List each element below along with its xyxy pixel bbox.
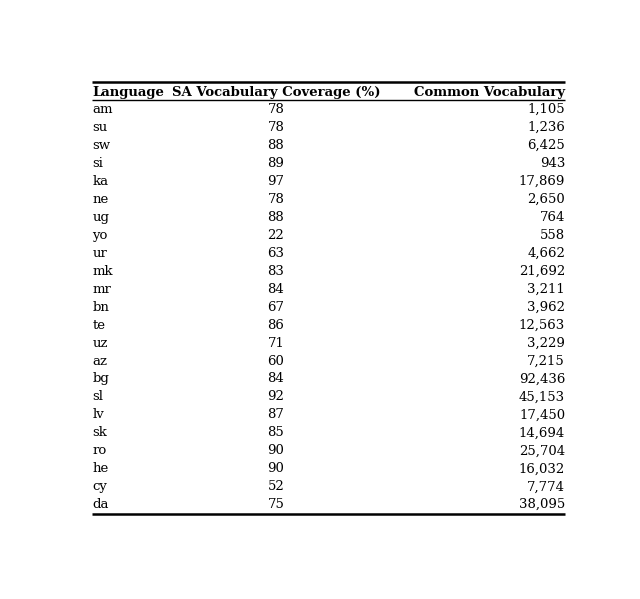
Text: sk: sk — [92, 426, 108, 440]
Text: 3,962: 3,962 — [527, 301, 565, 314]
Text: 78: 78 — [268, 121, 284, 134]
Text: 52: 52 — [268, 480, 284, 494]
Text: az: az — [92, 355, 108, 368]
Text: 1,105: 1,105 — [527, 103, 565, 116]
Text: 943: 943 — [540, 157, 565, 170]
Text: 85: 85 — [268, 426, 284, 440]
Text: 22: 22 — [268, 229, 284, 242]
Text: sw: sw — [92, 139, 111, 152]
Text: 7,774: 7,774 — [527, 480, 565, 494]
Text: 86: 86 — [268, 319, 284, 332]
Text: 17,450: 17,450 — [519, 409, 565, 422]
Text: 12,563: 12,563 — [519, 319, 565, 332]
Text: 78: 78 — [268, 103, 284, 116]
Text: 84: 84 — [268, 283, 284, 296]
Text: 84: 84 — [268, 373, 284, 386]
Text: bn: bn — [92, 301, 109, 314]
Text: 92,436: 92,436 — [518, 373, 565, 386]
Text: ne: ne — [92, 193, 109, 206]
Text: 21,692: 21,692 — [519, 265, 565, 278]
Text: da: da — [92, 498, 109, 512]
Text: 87: 87 — [268, 409, 284, 422]
Text: 3,211: 3,211 — [527, 283, 565, 296]
Text: 67: 67 — [268, 301, 284, 314]
Text: 14,694: 14,694 — [519, 426, 565, 440]
Text: 71: 71 — [268, 337, 284, 350]
Text: ur: ur — [92, 247, 108, 260]
Text: 558: 558 — [540, 229, 565, 242]
Text: yo: yo — [92, 229, 108, 242]
Text: te: te — [92, 319, 106, 332]
Text: 6,425: 6,425 — [527, 139, 565, 152]
Text: 78: 78 — [268, 193, 284, 206]
Text: SA Vocabulary Coverage (%): SA Vocabulary Coverage (%) — [172, 86, 380, 99]
Text: 1,236: 1,236 — [527, 121, 565, 134]
Text: 17,869: 17,869 — [518, 175, 565, 188]
Text: 97: 97 — [268, 175, 284, 188]
Text: 764: 764 — [540, 211, 565, 224]
Text: 45,153: 45,153 — [519, 391, 565, 404]
Text: ug: ug — [92, 211, 109, 224]
Text: ka: ka — [92, 175, 109, 188]
Text: uz: uz — [92, 337, 108, 350]
Text: 75: 75 — [268, 498, 284, 512]
Text: 90: 90 — [268, 444, 284, 458]
Text: sl: sl — [92, 391, 104, 404]
Text: 88: 88 — [268, 139, 284, 152]
Text: 38,095: 38,095 — [519, 498, 565, 512]
Text: si: si — [92, 157, 103, 170]
Text: 4,662: 4,662 — [527, 247, 565, 260]
Text: am: am — [92, 103, 113, 116]
Text: 83: 83 — [268, 265, 284, 278]
Text: su: su — [92, 121, 108, 134]
Text: 92: 92 — [268, 391, 284, 404]
Text: 25,704: 25,704 — [519, 444, 565, 458]
Text: mk: mk — [92, 265, 113, 278]
Text: Common Vocabulary: Common Vocabulary — [414, 86, 565, 99]
Text: 3,229: 3,229 — [527, 337, 565, 350]
Text: bg: bg — [92, 373, 109, 386]
Text: 60: 60 — [268, 355, 284, 368]
Text: 89: 89 — [268, 157, 284, 170]
Text: Language: Language — [92, 86, 164, 99]
Text: lv: lv — [92, 409, 104, 422]
Text: 63: 63 — [268, 247, 284, 260]
Text: ro: ro — [92, 444, 107, 458]
Text: 16,032: 16,032 — [519, 462, 565, 476]
Text: 90: 90 — [268, 462, 284, 476]
Text: 88: 88 — [268, 211, 284, 224]
Text: 7,215: 7,215 — [527, 355, 565, 368]
Text: he: he — [92, 462, 109, 476]
Text: cy: cy — [92, 480, 108, 494]
Text: mr: mr — [92, 283, 111, 296]
Text: 2,650: 2,650 — [527, 193, 565, 206]
